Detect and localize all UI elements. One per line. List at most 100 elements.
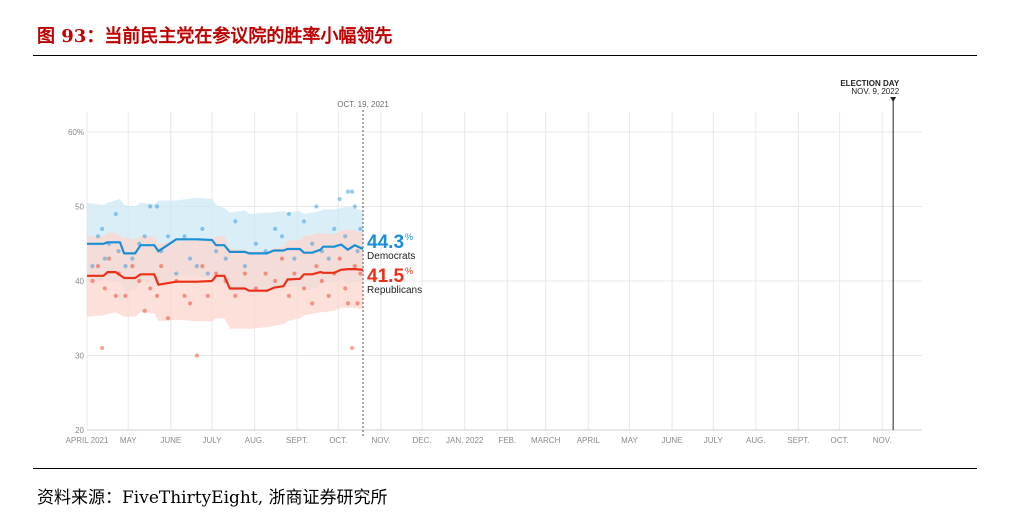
- x-tick-label: JAN. 2022: [446, 436, 484, 445]
- republicans-poll-dot: [326, 293, 331, 298]
- democrats-poll-dot: [314, 204, 319, 209]
- republicans-poll-dot: [253, 286, 259, 291]
- source-note: 资料来源：FiveThirtyEight, 浙商证券研究所: [37, 488, 388, 508]
- republicans-poll-dot: [106, 256, 112, 261]
- democrats-poll-dot: [301, 219, 307, 224]
- republicans-poll-dot: [358, 271, 363, 276]
- grid-layer: [86, 112, 922, 431]
- democrats-poll-dot: [345, 189, 351, 194]
- election-day-arrow-icon: [890, 97, 897, 102]
- republicans-poll-dot: [113, 293, 118, 298]
- democrats-trend-line: [87, 238, 364, 255]
- republicans-poll-dot: [90, 278, 95, 284]
- democrats-poll-dot: [332, 226, 337, 231]
- democrats-poll-dot: [223, 256, 228, 261]
- republicans-poll-dot: [130, 264, 135, 269]
- democrats-value-label: 44.3: [367, 232, 404, 253]
- democrats-poll-dot: [337, 196, 342, 202]
- democrats-poll-dot: [263, 249, 268, 254]
- democrats-poll-dot: [205, 271, 210, 276]
- poll-layer: [90, 189, 363, 358]
- democrats-poll-dot: [279, 234, 285, 239]
- democrats-poll-dot: [142, 234, 147, 239]
- label-layer: 44.3 % Democrats 41.5 % Republicans: [367, 232, 422, 296]
- bottom-rule: [33, 468, 977, 469]
- x-tick-label: JULY: [704, 436, 724, 445]
- x-tick-label: NOV.: [873, 436, 892, 445]
- republicans-poll-dot: [154, 293, 160, 298]
- y-tick-label: 50: [75, 203, 84, 212]
- democrats-poll-dot: [292, 256, 297, 261]
- x-tick-label: NOV.: [371, 436, 390, 445]
- democrats-poll-dot: [326, 256, 331, 261]
- democrats-poll-dot: [233, 219, 238, 224]
- election-day-date: NOV. 9, 2022: [851, 87, 899, 96]
- democrats-poll-dot: [130, 256, 135, 261]
- democrats-poll-dot: [310, 241, 315, 246]
- top-rule: [33, 55, 977, 56]
- republicans-poll-dot: [355, 301, 360, 306]
- x-tick-label: JULY: [202, 436, 222, 445]
- democrats-poll-dot: [148, 204, 153, 209]
- democrats-poll-dot: [253, 241, 259, 246]
- democrats-poll-dot: [194, 264, 199, 269]
- democrats-poll-dot: [358, 226, 363, 231]
- republicans-value-label: 41.5: [367, 266, 404, 287]
- republicans-poll-dot: [194, 353, 199, 358]
- republicans-poll-dot: [319, 278, 324, 284]
- republicans-poll-dot: [233, 293, 238, 298]
- democrats-poll-dot: [187, 256, 193, 261]
- republicans-poll-dot: [95, 264, 101, 269]
- democrats-poll-dot: [113, 211, 118, 217]
- x-tick-label: DEC.: [413, 436, 432, 445]
- republicans-poll-dot: [286, 293, 291, 298]
- x-tick-label: OCT.: [830, 436, 848, 445]
- republicans-poll-dot: [301, 286, 307, 291]
- republicans-poll-dot: [337, 256, 342, 261]
- x-tick-label: JUNE: [160, 436, 181, 445]
- democrats-poll-dot: [273, 226, 278, 231]
- democrats-unit-label: %: [405, 232, 413, 242]
- democrats-poll-dot: [213, 249, 219, 254]
- democrats-poll-dot: [174, 271, 179, 276]
- republicans-unit-label: %: [405, 266, 413, 276]
- republicans-poll-dot: [279, 256, 285, 261]
- republicans-poll-dot: [142, 308, 147, 313]
- democrats-poll-dot: [286, 211, 291, 217]
- democrats-poll-dot: [100, 226, 105, 231]
- republicans-poll-dot: [102, 286, 107, 291]
- x-tick-label: MARCH: [531, 436, 561, 445]
- democrats-poll-dot: [95, 234, 101, 239]
- republicans-poll-dot: [242, 271, 248, 276]
- democrats-poll-dot: [242, 264, 248, 269]
- x-tick-label: MAY: [120, 436, 137, 445]
- democrats-poll-dot: [200, 226, 205, 231]
- x-tick-label: SEPT.: [787, 436, 809, 445]
- line-layer: [87, 238, 364, 292]
- republicans-poll-dot: [182, 293, 187, 298]
- y-tick-label: 20: [75, 426, 84, 435]
- y-tick-label: 40: [75, 277, 84, 286]
- republicans-poll-dot: [310, 301, 315, 306]
- democrats-poll-dot: [343, 234, 348, 239]
- x-tick-label: MAY: [621, 436, 638, 445]
- republicans-poll-dot: [200, 264, 205, 269]
- republicans-poll-dot: [213, 271, 219, 276]
- republicans-poll-dot: [292, 271, 297, 276]
- x-tick-label: AUG.: [245, 436, 265, 445]
- republicans-poll-dot: [165, 316, 171, 321]
- x-tick-label: APRIL 2021: [66, 436, 109, 445]
- republicans-trend-line: [87, 268, 364, 292]
- democrats-poll-dot: [349, 189, 355, 194]
- democrats-poll-dot: [355, 249, 360, 254]
- republicans-poll-dot: [314, 264, 319, 269]
- republicans-poll-dot: [148, 286, 153, 291]
- republicans-poll-dot: [352, 264, 357, 269]
- y-tick-label: 60%: [68, 128, 84, 137]
- republicans-poll-dot: [187, 301, 193, 306]
- democrats-poll-dot: [182, 234, 187, 239]
- x-tick-label: AUG.: [746, 436, 766, 445]
- democrats-poll-dot: [154, 204, 160, 209]
- x-tick-label: SEPT.: [286, 436, 308, 445]
- republicans-poll-dot: [159, 264, 164, 269]
